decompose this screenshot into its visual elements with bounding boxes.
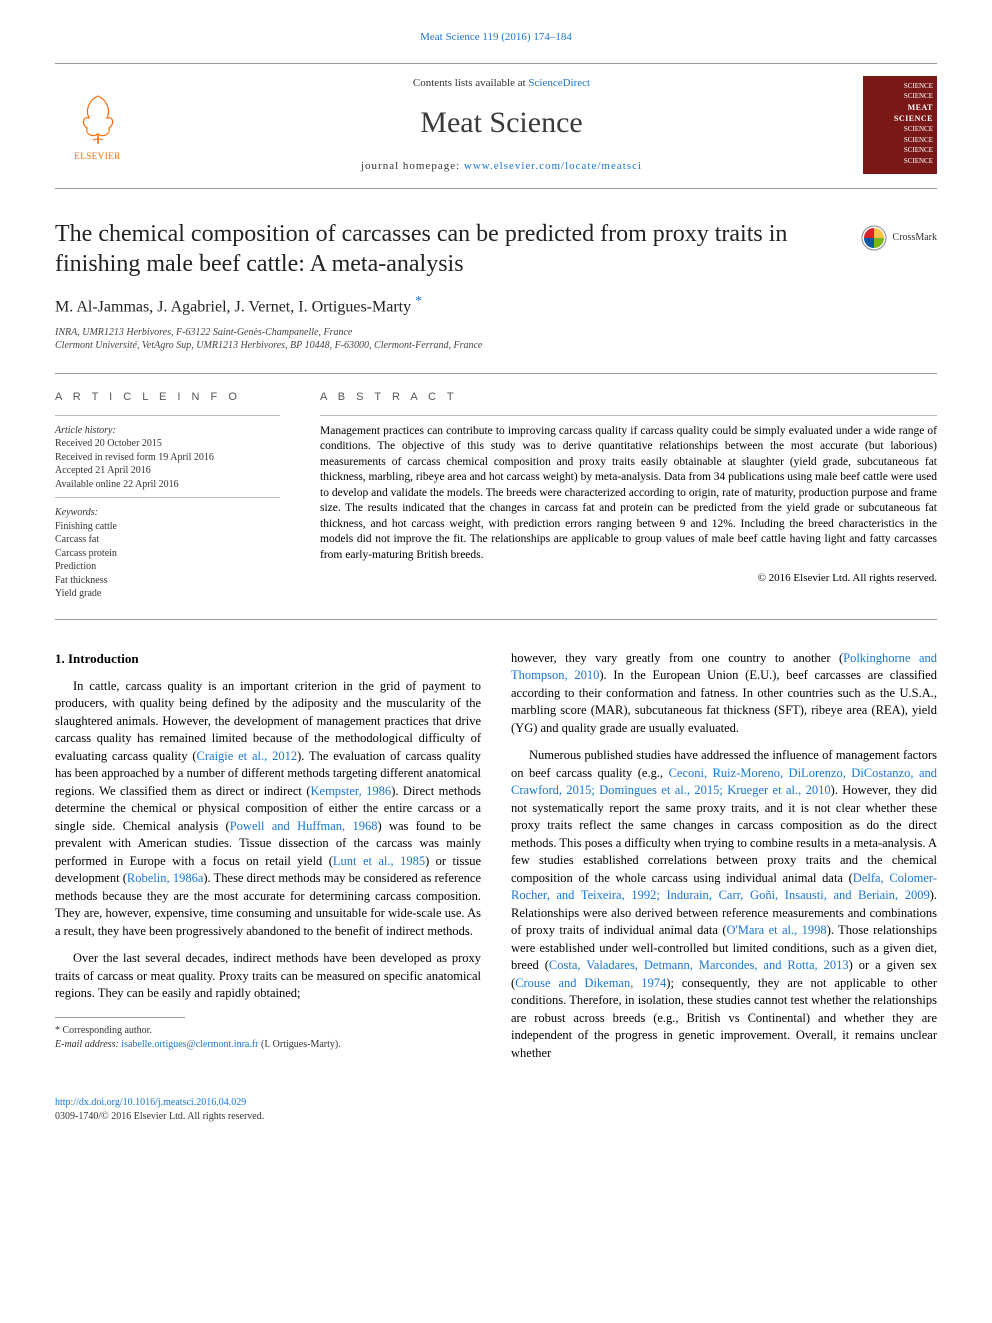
keyword: Carcass protein xyxy=(55,547,280,561)
crossmark-badge[interactable]: CrossMark xyxy=(861,225,937,251)
article-title: The chemical composition of carcasses ca… xyxy=(55,219,835,279)
running-head: Meat Science 119 (2016) 174–184 xyxy=(55,30,937,45)
journal-homepage: journal homepage: www.elsevier.com/locat… xyxy=(140,159,863,174)
journal-cover-thumbnail: SCIENCESCIENCE MEAT SCIENCE SCIENCESCIEN… xyxy=(863,76,937,174)
corresponding-email[interactable]: isabelle.ortigues@clermont.inra.fr xyxy=(121,1039,258,1050)
abstract-panel: A B S T R A C T Management practices can… xyxy=(320,390,937,601)
history-item: Accepted 21 April 2016 xyxy=(55,464,280,478)
article-info-panel: A R T I C L E I N F O Article history: R… xyxy=(55,390,280,601)
affiliation-1: INRA, UMR1213 Herbivores, F-63122 Saint-… xyxy=(55,326,937,340)
email-attribution: (I. Ortigues-Marty). xyxy=(261,1039,341,1050)
email-label: E-mail address: xyxy=(55,1039,119,1050)
abstract-copyright: © 2016 Elsevier Ltd. All rights reserved… xyxy=(320,571,937,586)
paragraph: Over the last several decades, indirect … xyxy=(55,950,481,1003)
divider xyxy=(55,415,280,416)
abstract-text: Management practices can contribute to i… xyxy=(320,424,937,564)
corresponding-mark[interactable]: * xyxy=(415,294,422,309)
running-head-text[interactable]: Meat Science 119 (2016) 174–184 xyxy=(420,31,572,43)
sciencedirect-link[interactable]: ScienceDirect xyxy=(528,77,590,89)
citation-link[interactable]: Robelin, 1986a xyxy=(127,871,203,885)
section-heading: 1. Introduction xyxy=(55,650,481,668)
history-item: Received 20 October 2015 xyxy=(55,437,280,451)
keyword: Fat thickness xyxy=(55,574,280,588)
publisher-logo: ELSEVIER xyxy=(55,77,140,172)
citation-link[interactable]: Powell and Huffman, 1968 xyxy=(230,819,378,833)
issn-copyright: 0309-1740/© 2016 Elsevier Ltd. All right… xyxy=(55,1110,264,1124)
abstract-heading: A B S T R A C T xyxy=(320,390,937,405)
citation-link[interactable]: Costa, Valadares, Detmann, Marcondes, an… xyxy=(549,958,849,972)
history-item: Available online 22 April 2016 xyxy=(55,478,280,492)
citation-link[interactable]: Craigie et al., 2012 xyxy=(197,749,298,763)
keywords-label: Keywords: xyxy=(55,506,280,520)
keyword: Yield grade xyxy=(55,587,280,601)
citation-link[interactable]: O'Mara et al., 1998 xyxy=(727,923,827,937)
crossmark-icon xyxy=(861,225,887,251)
citation-link[interactable]: Kempster, 1986 xyxy=(311,784,392,798)
page-footer: http://dx.doi.org/10.1016/j.meatsci.2016… xyxy=(55,1096,937,1123)
authors: M. Al-Jammas, J. Agabriel, J. Vernet, I.… xyxy=(55,298,411,315)
paragraph: Numerous published studies have addresse… xyxy=(511,747,937,1062)
journal-masthead: ELSEVIER Contents lists available at Sci… xyxy=(55,63,937,189)
elsevier-tree-icon xyxy=(69,88,127,146)
citation-link[interactable]: Lunt et al., 1985 xyxy=(333,854,425,868)
divider xyxy=(320,415,937,416)
footnote-separator xyxy=(55,1017,185,1018)
contents-line: Contents lists available at ScienceDirec… xyxy=(140,76,863,91)
authors-line: M. Al-Jammas, J. Agabriel, J. Vernet, I.… xyxy=(55,293,937,318)
doi-link[interactable]: http://dx.doi.org/10.1016/j.meatsci.2016… xyxy=(55,1096,264,1110)
keyword: Carcass fat xyxy=(55,533,280,547)
keyword: Prediction xyxy=(55,560,280,574)
article-body: 1. Introduction In cattle, carcass quali… xyxy=(55,650,937,1063)
publisher-name: ELSEVIER xyxy=(74,150,121,162)
history-item: Received in revised form 19 April 2016 xyxy=(55,451,280,465)
article-info-heading: A R T I C L E I N F O xyxy=(55,390,280,405)
corresponding-label: * Corresponding author. xyxy=(55,1024,481,1038)
paragraph: In cattle, carcass quality is an importa… xyxy=(55,678,481,941)
citation-link[interactable]: Crouse and Dikeman, 1974 xyxy=(515,976,666,990)
crossmark-label: CrossMark xyxy=(893,231,937,245)
journal-homepage-link[interactable]: www.elsevier.com/locate/meatsci xyxy=(464,160,642,172)
corresponding-author-footnote: * Corresponding author. E-mail address: … xyxy=(55,1024,481,1052)
history-label: Article history: xyxy=(55,424,280,438)
divider xyxy=(55,497,280,498)
paragraph: however, they vary greatly from one coun… xyxy=(511,650,937,738)
affiliations: INRA, UMR1213 Herbivores, F-63122 Saint-… xyxy=(55,326,937,353)
affiliation-2: Clermont Université, VetAgro Sup, UMR121… xyxy=(55,339,937,353)
keyword: Finishing cattle xyxy=(55,520,280,534)
journal-name: Meat Science xyxy=(140,103,863,144)
